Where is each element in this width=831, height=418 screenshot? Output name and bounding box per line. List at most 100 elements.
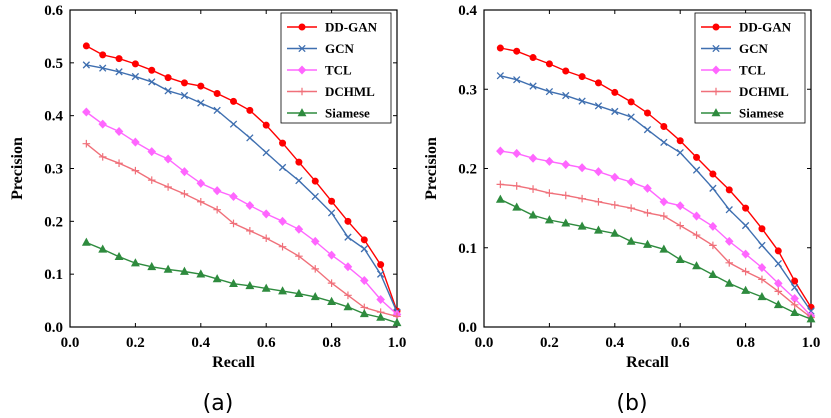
chart-a: 0.0 0.2 0.4 0.6 0.8 1.00.00.10.20.30.40.50.6R… [9,3,406,416]
data-point [627,113,635,121]
legend-label: Siamese [325,106,370,121]
data-point [594,167,603,177]
data-point [512,202,522,211]
data-point [496,44,504,52]
data-point [328,197,336,205]
data-point [757,292,767,301]
data-point [213,205,221,214]
x-tick-label: 0.0 [475,335,494,351]
data-point [212,186,222,196]
data-point [496,146,505,156]
x-axis-label: Recall [626,354,669,371]
data-point [594,197,603,206]
data-point [790,283,799,292]
data-point [577,163,587,173]
data-point [611,88,619,96]
legend-entry: DCHML [701,84,789,99]
data-point [343,262,353,272]
chart-caption: (a) [203,391,234,416]
legend-marker [297,108,307,117]
data-point [262,121,270,129]
chart-caption: (b) [616,391,647,416]
data-point [196,178,206,188]
series-dd-gan [82,42,401,315]
series-line [85,143,398,318]
data-point [327,209,336,217]
series-dd-gan [496,44,815,311]
data-point [197,82,205,90]
data-point [147,176,156,184]
data-point [261,209,271,219]
data-point [327,279,336,287]
legend-marker [297,65,307,75]
data-point [359,308,369,318]
data-point [774,259,782,268]
data-point [261,283,271,292]
data-point [724,236,734,246]
x-axis-label: Recall [212,354,255,371]
data-point [327,250,336,260]
legend-marker [712,44,720,53]
data-point [676,148,684,157]
data-point [180,167,189,177]
data-point [114,251,124,261]
data-point [230,97,237,105]
data-point [562,91,570,100]
data-point [693,153,701,161]
legend-entry: DD-GAN [287,20,378,35]
data-point [130,258,140,267]
data-point [757,263,767,273]
data-point [229,120,238,128]
y-tick-label: 0.4 [44,109,63,125]
data-point [692,231,701,239]
series-dchml [496,180,815,322]
series-siamese [495,194,816,323]
legend-entry: Siamese [287,106,370,121]
data-point [81,237,91,246]
data-point [360,236,368,244]
data-point [773,299,783,309]
legend-label: GCN [739,41,769,56]
data-point [82,139,91,148]
data-point [82,42,90,50]
legend-entry: TCL [701,63,766,78]
data-point [627,204,635,212]
data-point [594,225,603,234]
x-tick-label: 0.0 [61,335,80,351]
data-point [245,200,255,211]
data-point [626,177,636,187]
data-point [724,278,734,287]
data-point [791,277,799,285]
legend-entry: DD-GAN [701,20,792,35]
legend-label: GCN [325,41,355,56]
data-point [660,212,668,220]
data-point [529,54,537,62]
x-tick-label: 0.6 [671,335,690,351]
data-point [561,191,570,200]
data-point [594,102,603,110]
y-tick-label: 0.0 [44,320,63,336]
data-point [180,91,189,100]
data-point [676,137,684,145]
data-point [376,312,386,321]
data-point [262,234,270,243]
y-tick-label: 0.6 [44,3,63,19]
data-point [377,261,385,269]
data-point [496,180,505,189]
data-point [496,72,505,80]
data-point [643,239,652,248]
data-point [196,269,206,278]
x-tick-label: 1.0 [802,335,821,351]
data-point [544,215,554,224]
y-tick-label: 0.2 [44,214,63,230]
data-point [643,209,652,217]
data-point [344,217,352,225]
x-tick-label: 0.4 [191,335,210,351]
data-point [360,245,368,253]
series-line [500,150,812,317]
series-line [86,64,398,313]
series-gcn [496,72,815,315]
data-point [180,266,189,275]
data-point [660,122,668,130]
